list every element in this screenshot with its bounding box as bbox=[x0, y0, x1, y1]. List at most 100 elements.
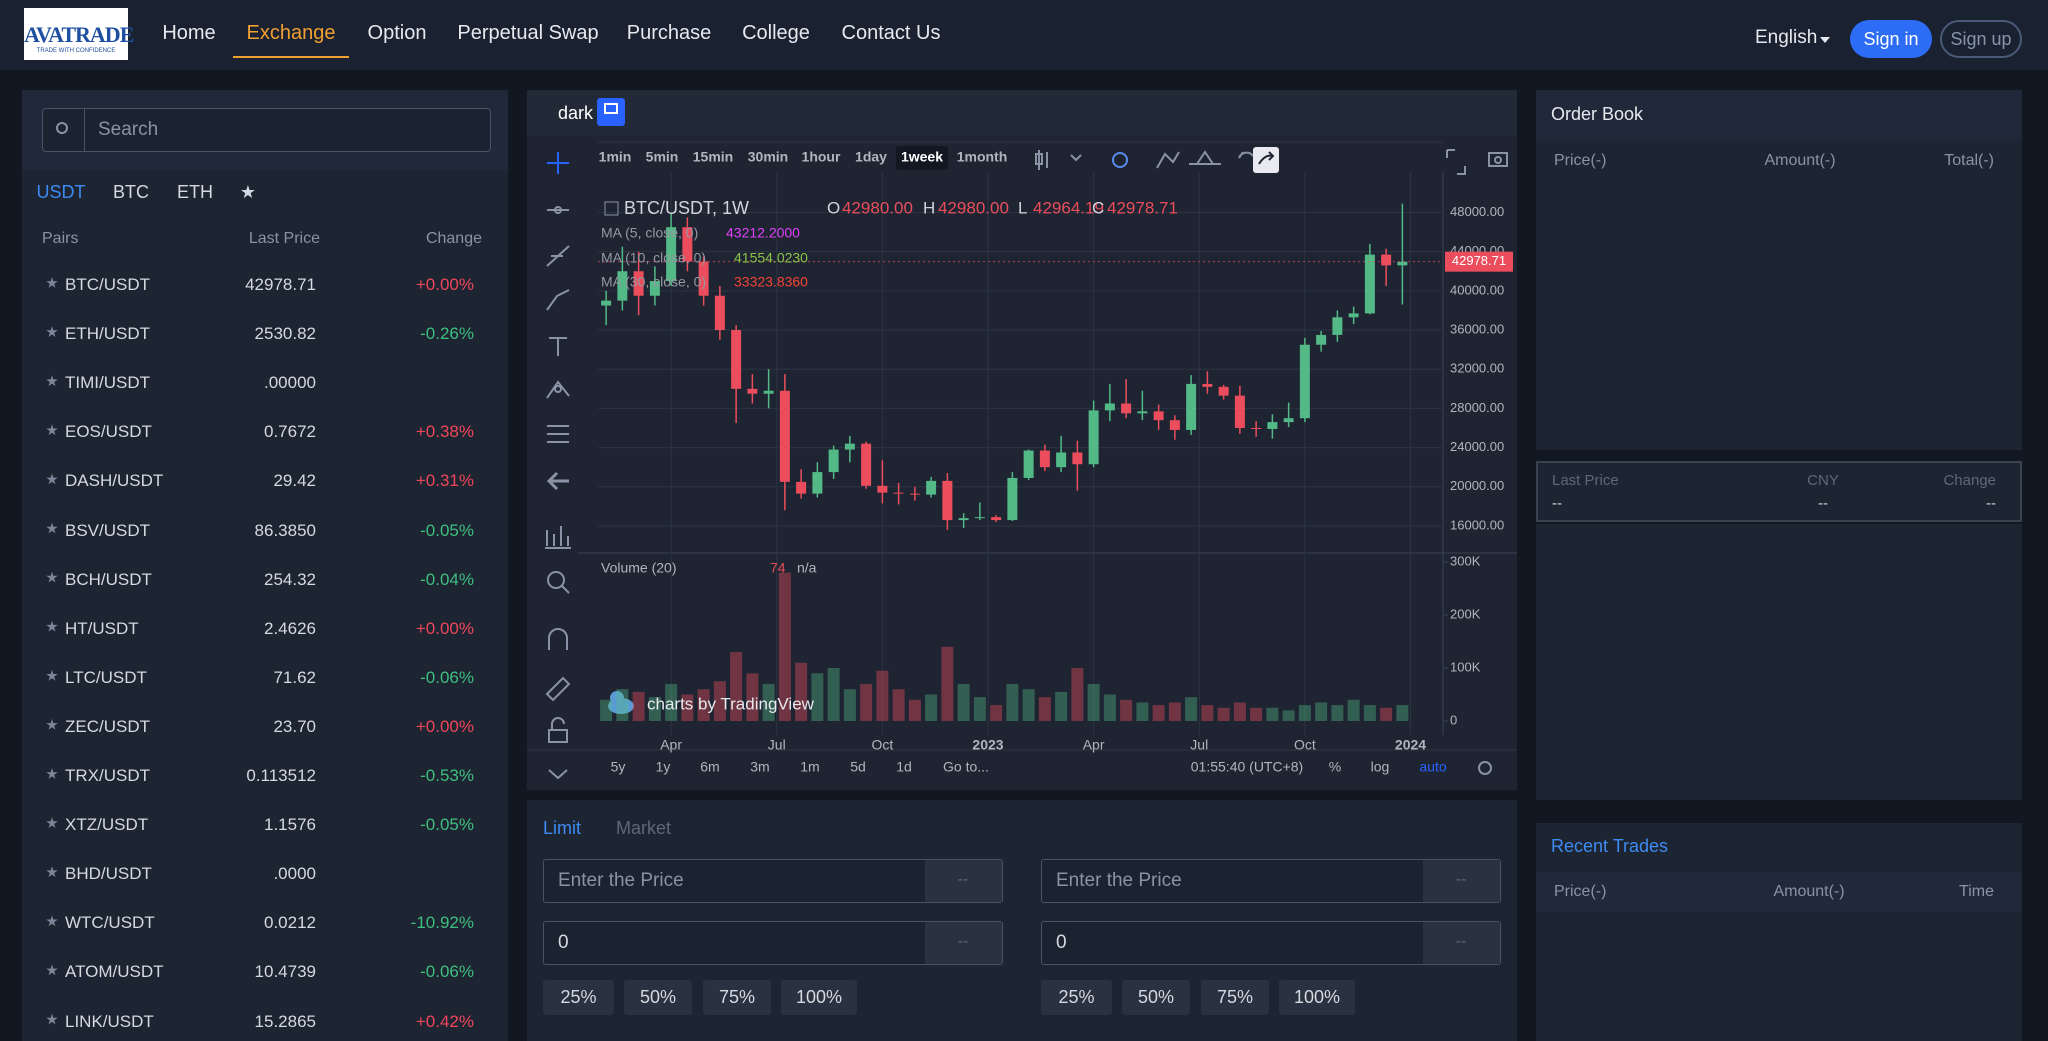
x-tick-label: Oct bbox=[1294, 737, 1316, 753]
interval-button[interactable]: 1min bbox=[599, 149, 632, 165]
nav-item[interactable]: Contact Us bbox=[841, 22, 941, 44]
form-tab[interactable]: Market bbox=[616, 818, 672, 838]
form-input-unit-box bbox=[1423, 922, 1500, 964]
percent-button[interactable]: 25% bbox=[1041, 980, 1112, 1015]
favorite-star-icon[interactable] bbox=[46, 473, 58, 485]
scale-option[interactable]: % bbox=[1329, 759, 1341, 775]
pair-name[interactable]: ZEC/USDT bbox=[65, 716, 150, 736]
interval-button[interactable]: 15min bbox=[693, 149, 733, 165]
pair-name[interactable]: TIMI/USDT bbox=[65, 373, 150, 393]
pair-name[interactable]: BHD/USDT bbox=[65, 864, 152, 884]
pair-name[interactable]: ETH/USDT bbox=[65, 324, 150, 344]
interval-button[interactable]: 1month bbox=[957, 149, 1008, 165]
percent-button[interactable]: 25% bbox=[543, 980, 614, 1015]
percent-button[interactable]: 50% bbox=[1122, 980, 1190, 1015]
y-tick-label: 40000.00 bbox=[1450, 282, 1504, 297]
recent-trades-title[interactable]: Recent Trades bbox=[1551, 836, 1669, 856]
candle-body bbox=[633, 271, 644, 296]
interval-button[interactable]: 30min bbox=[748, 149, 788, 165]
pair-name[interactable]: XTZ/USDT bbox=[65, 815, 149, 835]
volume-bar bbox=[730, 652, 743, 721]
market-tab[interactable]: USDT bbox=[36, 182, 86, 202]
percent-button[interactable]: 50% bbox=[624, 980, 692, 1015]
favorite-star-icon[interactable] bbox=[46, 424, 58, 436]
market-tab[interactable]: ★ bbox=[239, 182, 257, 202]
candle-body bbox=[747, 388, 758, 394]
market-tab[interactable]: BTC bbox=[113, 182, 149, 202]
language[interactable]: English bbox=[1755, 27, 1818, 48]
search-box[interactable] bbox=[42, 108, 491, 152]
favorite-star-icon[interactable] bbox=[46, 522, 58, 534]
candle-body bbox=[1088, 410, 1099, 465]
nav-item[interactable]: College bbox=[742, 22, 810, 44]
goto-button[interactable]: Go to... bbox=[943, 759, 989, 775]
pair-name[interactable]: HT/USDT bbox=[65, 618, 139, 638]
volume-bar bbox=[1071, 668, 1084, 721]
favorite-star-icon[interactable] bbox=[46, 571, 58, 583]
volume-bar bbox=[1250, 707, 1263, 721]
settings-icon[interactable] bbox=[1478, 761, 1492, 775]
nav-item[interactable]: Purchase bbox=[626, 22, 712, 44]
study-name: MA (30, close, 0) bbox=[601, 274, 706, 290]
scale-option[interactable]: auto bbox=[1419, 759, 1446, 775]
favorite-star-icon[interactable] bbox=[46, 1013, 58, 1025]
favorite-star-icon[interactable] bbox=[46, 326, 58, 338]
nav-item[interactable]: Option bbox=[367, 22, 427, 44]
range-button[interactable]: 5d bbox=[850, 759, 866, 775]
range-button[interactable]: 1d bbox=[896, 759, 912, 775]
side-toolbar bbox=[545, 152, 571, 780]
interval-button[interactable]: 1week bbox=[901, 149, 943, 165]
favorite-star-icon[interactable] bbox=[46, 375, 58, 387]
range-button[interactable]: 6m bbox=[700, 759, 719, 775]
pair-name[interactable]: EOS/USDT bbox=[65, 422, 152, 442]
y-tick-label: 32000.00 bbox=[1450, 361, 1504, 376]
y-tick-label: 28000.00 bbox=[1450, 400, 1504, 415]
favorite-star-icon[interactable] bbox=[46, 817, 58, 829]
favorite-star-icon[interactable] bbox=[46, 915, 58, 927]
nav-item[interactable]: Exchange bbox=[246, 22, 336, 44]
form-tab[interactable]: Limit bbox=[543, 818, 582, 838]
percent-button[interactable]: 100% bbox=[1279, 980, 1355, 1015]
pair-name[interactable]: BSV/USDT bbox=[65, 520, 151, 540]
percent-button[interactable]: 75% bbox=[703, 980, 771, 1015]
favorite-star-icon[interactable] bbox=[46, 768, 58, 779]
favorite-star-icon[interactable] bbox=[46, 718, 58, 730]
percent-button[interactable]: 75% bbox=[1201, 980, 1269, 1015]
candle-body bbox=[844, 443, 855, 450]
percent-button[interactable]: 100% bbox=[781, 980, 857, 1015]
interval-button[interactable]: 5min bbox=[646, 149, 679, 165]
range-button[interactable]: 1m bbox=[800, 759, 819, 775]
pair-name[interactable]: LTC/USDT bbox=[65, 667, 147, 687]
sign-up-button[interactable]: Sign up bbox=[1940, 20, 2022, 58]
candle-body bbox=[796, 481, 807, 494]
favorite-star-icon[interactable] bbox=[46, 669, 58, 681]
candle-body bbox=[974, 517, 985, 519]
market-tab[interactable]: ETH bbox=[177, 182, 213, 202]
favorite-star-icon[interactable] bbox=[46, 964, 58, 976]
favorite-star-icon[interactable] bbox=[46, 277, 58, 288]
volume-bar bbox=[616, 689, 629, 721]
pair-name[interactable]: LINK/USDT bbox=[65, 1011, 154, 1031]
pair-name[interactable]: BCH/USDT bbox=[65, 569, 152, 589]
study-value: 43212.2000 bbox=[726, 225, 800, 241]
favorite-star-icon[interactable] bbox=[46, 620, 58, 632]
interval-button[interactable]: 1day bbox=[855, 149, 887, 165]
recent-trades-header: Time bbox=[1959, 883, 1994, 900]
sign-in-button[interactable]: Sign in bbox=[1850, 20, 1932, 58]
scale-option[interactable]: log bbox=[1371, 759, 1390, 775]
volume-bar bbox=[632, 691, 645, 721]
pair-name[interactable]: ATOM/USDT bbox=[65, 962, 164, 982]
nav-item[interactable]: Perpetual Swap bbox=[457, 22, 599, 44]
pair-name[interactable]: TRX/USDT bbox=[65, 766, 150, 785]
nav-item[interactable]: Home bbox=[162, 22, 216, 44]
range-button[interactable]: 3m bbox=[750, 759, 769, 775]
volume-bar bbox=[1038, 697, 1051, 721]
range-button[interactable]: 5y bbox=[611, 759, 626, 775]
favorite-star-icon[interactable] bbox=[46, 866, 58, 878]
range-button[interactable]: 1y bbox=[656, 759, 671, 775]
interval-button[interactable]: 1hour bbox=[802, 149, 841, 165]
pair-name[interactable]: WTC/USDT bbox=[65, 913, 155, 933]
pair-name[interactable]: BTC/USDT bbox=[65, 275, 150, 294]
pair-name[interactable]: DASH/USDT bbox=[65, 471, 164, 491]
ohlc-key: O bbox=[827, 198, 840, 217]
